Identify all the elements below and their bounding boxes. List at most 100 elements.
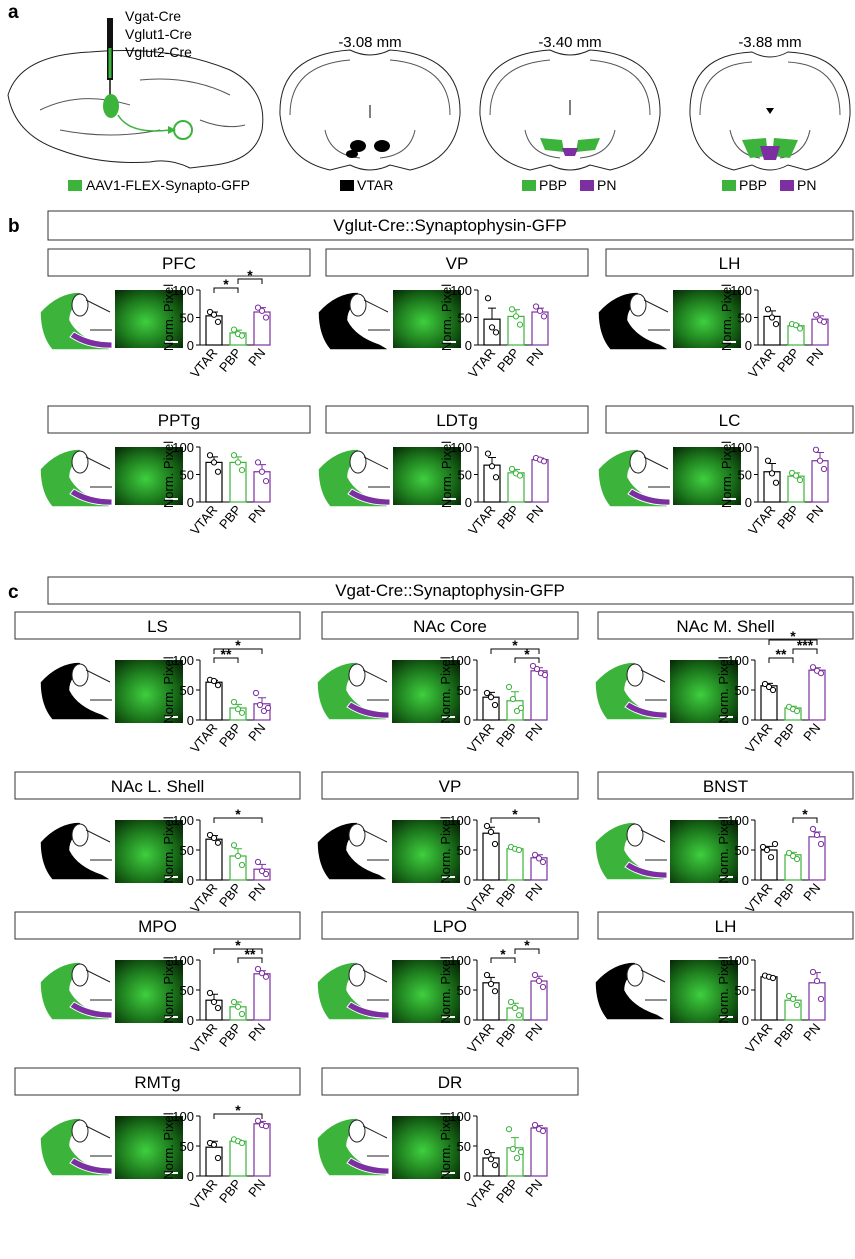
cre-line: Vglut1-Cre <box>125 26 192 42</box>
outline <box>363 670 389 700</box>
panel-title: Vglut-Cre::Synaptophysin-GFP <box>333 216 566 235</box>
data-point <box>541 314 546 319</box>
data-point <box>541 459 546 464</box>
data-point <box>239 1011 244 1016</box>
x-tick-label: PBP <box>493 1176 521 1206</box>
sig-label: * <box>524 646 530 662</box>
data-point <box>488 829 493 834</box>
data-point <box>263 479 268 484</box>
chart-title: MPO <box>138 917 177 936</box>
outline <box>641 970 667 1000</box>
data-point <box>231 453 236 458</box>
data-point <box>255 859 260 864</box>
bar <box>230 856 246 880</box>
x-tick-label: PBP <box>216 345 244 375</box>
outline <box>86 1126 112 1156</box>
brain-schematic <box>595 822 667 880</box>
data-point <box>794 708 799 713</box>
y-tick-label: 0 <box>742 713 749 728</box>
brain-schematic <box>317 962 389 1020</box>
data-point <box>508 999 513 1004</box>
data-point <box>488 695 493 700</box>
data-point <box>814 832 819 837</box>
data-point <box>492 841 497 846</box>
bar <box>254 472 270 502</box>
outline <box>86 300 112 330</box>
data-point <box>263 315 268 320</box>
data-point <box>489 464 494 469</box>
brain-schematic <box>317 822 389 880</box>
data-point <box>818 841 823 846</box>
ventricle <box>349 1120 365 1142</box>
x-tick-label: PN <box>522 1020 545 1043</box>
x-tick-label: PBP <box>216 1176 244 1206</box>
data-point <box>488 1157 493 1162</box>
data-point <box>813 447 818 452</box>
data-point <box>484 1149 489 1154</box>
data-point <box>239 333 244 338</box>
bar <box>531 671 547 720</box>
outline <box>644 300 670 330</box>
ventricle <box>72 1120 88 1142</box>
y-axis-label: Norm. Pixel <box>719 284 734 351</box>
chart-title: RMTg <box>134 1073 180 1092</box>
x-tick-label: PN <box>245 1176 268 1199</box>
sig-label: * <box>802 806 808 822</box>
data-point <box>813 312 818 317</box>
brain-schematic <box>595 962 667 1020</box>
chart-title: LH <box>719 254 741 273</box>
ventricle <box>350 294 366 316</box>
sig-label: * <box>524 937 530 953</box>
brain-schematic <box>317 1118 389 1176</box>
chart-title: VP <box>446 254 469 273</box>
bar <box>507 849 523 880</box>
sig-label: * <box>512 806 518 822</box>
y-tick-label: 50 <box>735 843 749 858</box>
x-tick-label: PN <box>523 345 546 368</box>
sig-label: * <box>512 637 518 653</box>
data-point <box>769 471 774 476</box>
legend-label: VTAR <box>357 177 393 193</box>
y-tick-label: 0 <box>187 873 194 888</box>
y-tick-label: 50 <box>458 468 472 483</box>
y-tick-label: 50 <box>738 468 752 483</box>
data-point <box>516 847 521 852</box>
data-point <box>770 975 775 980</box>
ventricle <box>349 664 365 686</box>
x-tick-label: PN <box>245 880 268 903</box>
outline <box>644 457 670 487</box>
sig-label: ** <box>245 946 256 962</box>
bar <box>484 465 500 502</box>
sig-label: *** <box>797 637 814 653</box>
ventricle <box>630 451 646 473</box>
y-tick-label: 0 <box>465 495 472 510</box>
brain-schematic <box>40 449 112 507</box>
x-tick-label: PBP <box>494 502 522 532</box>
data-point <box>235 1004 240 1009</box>
data-point <box>257 702 262 707</box>
data-point <box>215 469 220 474</box>
outline <box>364 300 390 330</box>
x-tick-label: PN <box>800 880 823 903</box>
x-tick-label: PN <box>803 345 826 368</box>
x-tick-label: PBP <box>774 502 802 532</box>
y-axis-label: Norm. Pixel <box>438 816 453 883</box>
y-tick-label: 0 <box>187 713 194 728</box>
ventricle <box>627 824 643 846</box>
data-point <box>211 678 216 683</box>
data-point <box>773 480 778 485</box>
y-axis-label: Norm. Pixel <box>161 956 176 1023</box>
y-axis-label: Norm. Pixel <box>161 284 176 351</box>
data-point <box>231 327 236 332</box>
y-tick-label: 0 <box>742 873 749 888</box>
brain-schematic <box>318 449 390 507</box>
data-point <box>532 1122 537 1127</box>
sig-label: * <box>247 267 253 283</box>
x-tick-label: PBP <box>216 502 244 532</box>
y-tick-label: 0 <box>187 1013 194 1028</box>
data-point <box>772 841 777 846</box>
data-point <box>517 473 522 478</box>
y-tick-label: 0 <box>464 713 471 728</box>
data-point <box>512 1005 517 1010</box>
x-tick-label: PN <box>245 502 268 525</box>
